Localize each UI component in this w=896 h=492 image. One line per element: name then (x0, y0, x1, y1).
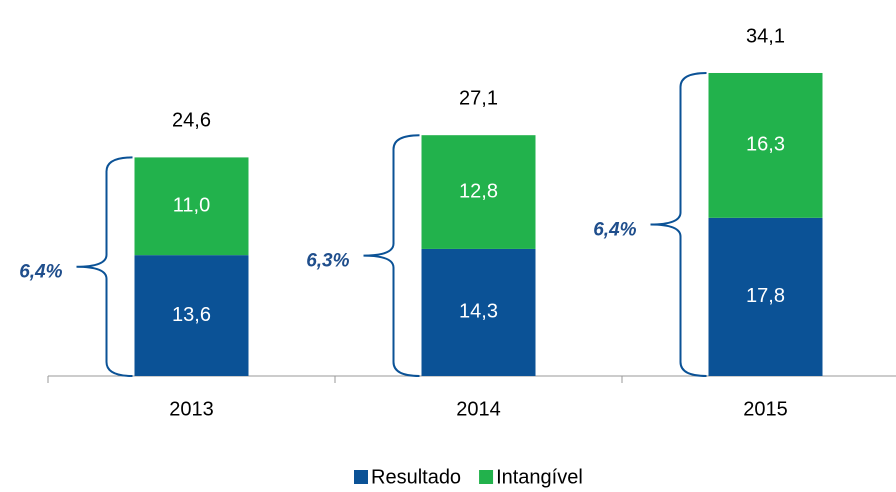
bar-segment (134, 157, 249, 256)
data-label: 13,6 (172, 304, 211, 326)
total-label: 27,1 (459, 87, 498, 109)
data-label: 11,0 (173, 195, 210, 217)
total-label: 34,1 (746, 25, 785, 47)
legend-swatch (354, 470, 368, 484)
x-tick-label: 2015 (743, 398, 788, 420)
percent-annotation: 6,4% (593, 220, 636, 241)
total-label: 24,6 (172, 110, 211, 132)
bar-segment (708, 217, 823, 376)
data-label: 16,3 (746, 134, 785, 156)
data-label: 12,8 (459, 180, 498, 202)
brace (76, 156, 133, 377)
data-label: 14,3 (459, 301, 498, 323)
brace (650, 71, 707, 377)
legend-label: Resultado (371, 466, 461, 488)
percent-annotation: 6,3% (306, 251, 349, 272)
x-tick-label: 2014 (456, 398, 501, 420)
legend-label: Intangível (496, 466, 583, 488)
bar-segment (134, 255, 249, 376)
bar-segment (708, 72, 823, 218)
legend-swatch (479, 470, 494, 484)
x-tick-label: 2013 (169, 398, 214, 420)
bar-segment (421, 248, 536, 376)
data-label: 17,8 (746, 285, 785, 307)
brace (363, 134, 420, 377)
bar-segment (421, 135, 536, 249)
percent-annotation: 6,4% (19, 262, 62, 283)
